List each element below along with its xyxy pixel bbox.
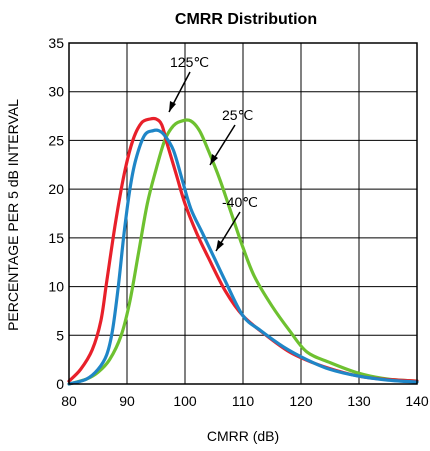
x-tick-label: 100 [173, 393, 197, 409]
plot-frame [68, 42, 418, 385]
annotation-minus40c: -40℃ [222, 194, 258, 210]
x-tick-label: 90 [119, 393, 135, 409]
y-tick-label: 0 [56, 376, 64, 392]
y-tick-label: 35 [48, 35, 64, 51]
y-tick-label: 10 [48, 279, 64, 295]
annotation-125c: 125℃ [170, 54, 209, 70]
series-25c-line [67, 118, 419, 386]
y-tick-label: 25 [48, 132, 64, 148]
series-minus40c-line [67, 128, 419, 386]
annotation-minus40c-arrowhead [216, 240, 224, 251]
y-tick-label: 5 [56, 327, 64, 343]
x-tick-label: 140 [405, 393, 429, 409]
annotation-25c-arrowhead [210, 154, 218, 165]
annotations: 125℃ 25℃ -40℃ [168, 54, 258, 252]
y-tick-label: 20 [48, 181, 64, 197]
annotation-125c-arrowhead [169, 101, 176, 112]
x-tick-label: 110 [232, 393, 255, 409]
y-tick-label: 30 [48, 84, 64, 100]
grid [69, 43, 417, 384]
x-axis-label: CMRR (dB) [207, 428, 279, 444]
chart-title: CMRR Distribution [175, 11, 317, 28]
x-tick-label: 130 [347, 393, 371, 409]
x-tick-label: 120 [289, 393, 313, 409]
y-axis-label: PERCENTAGE PER 5 dB INTERVAL [5, 99, 21, 331]
series-layer [67, 116, 419, 386]
annotation-25c: 25℃ [222, 107, 253, 123]
x-ticks: 80 90 100 110 120 130 140 [61, 393, 429, 409]
y-ticks: 0 5 10 15 20 25 30 35 [48, 35, 64, 392]
x-tick-label: 80 [61, 393, 77, 409]
y-tick-label: 15 [48, 230, 64, 246]
